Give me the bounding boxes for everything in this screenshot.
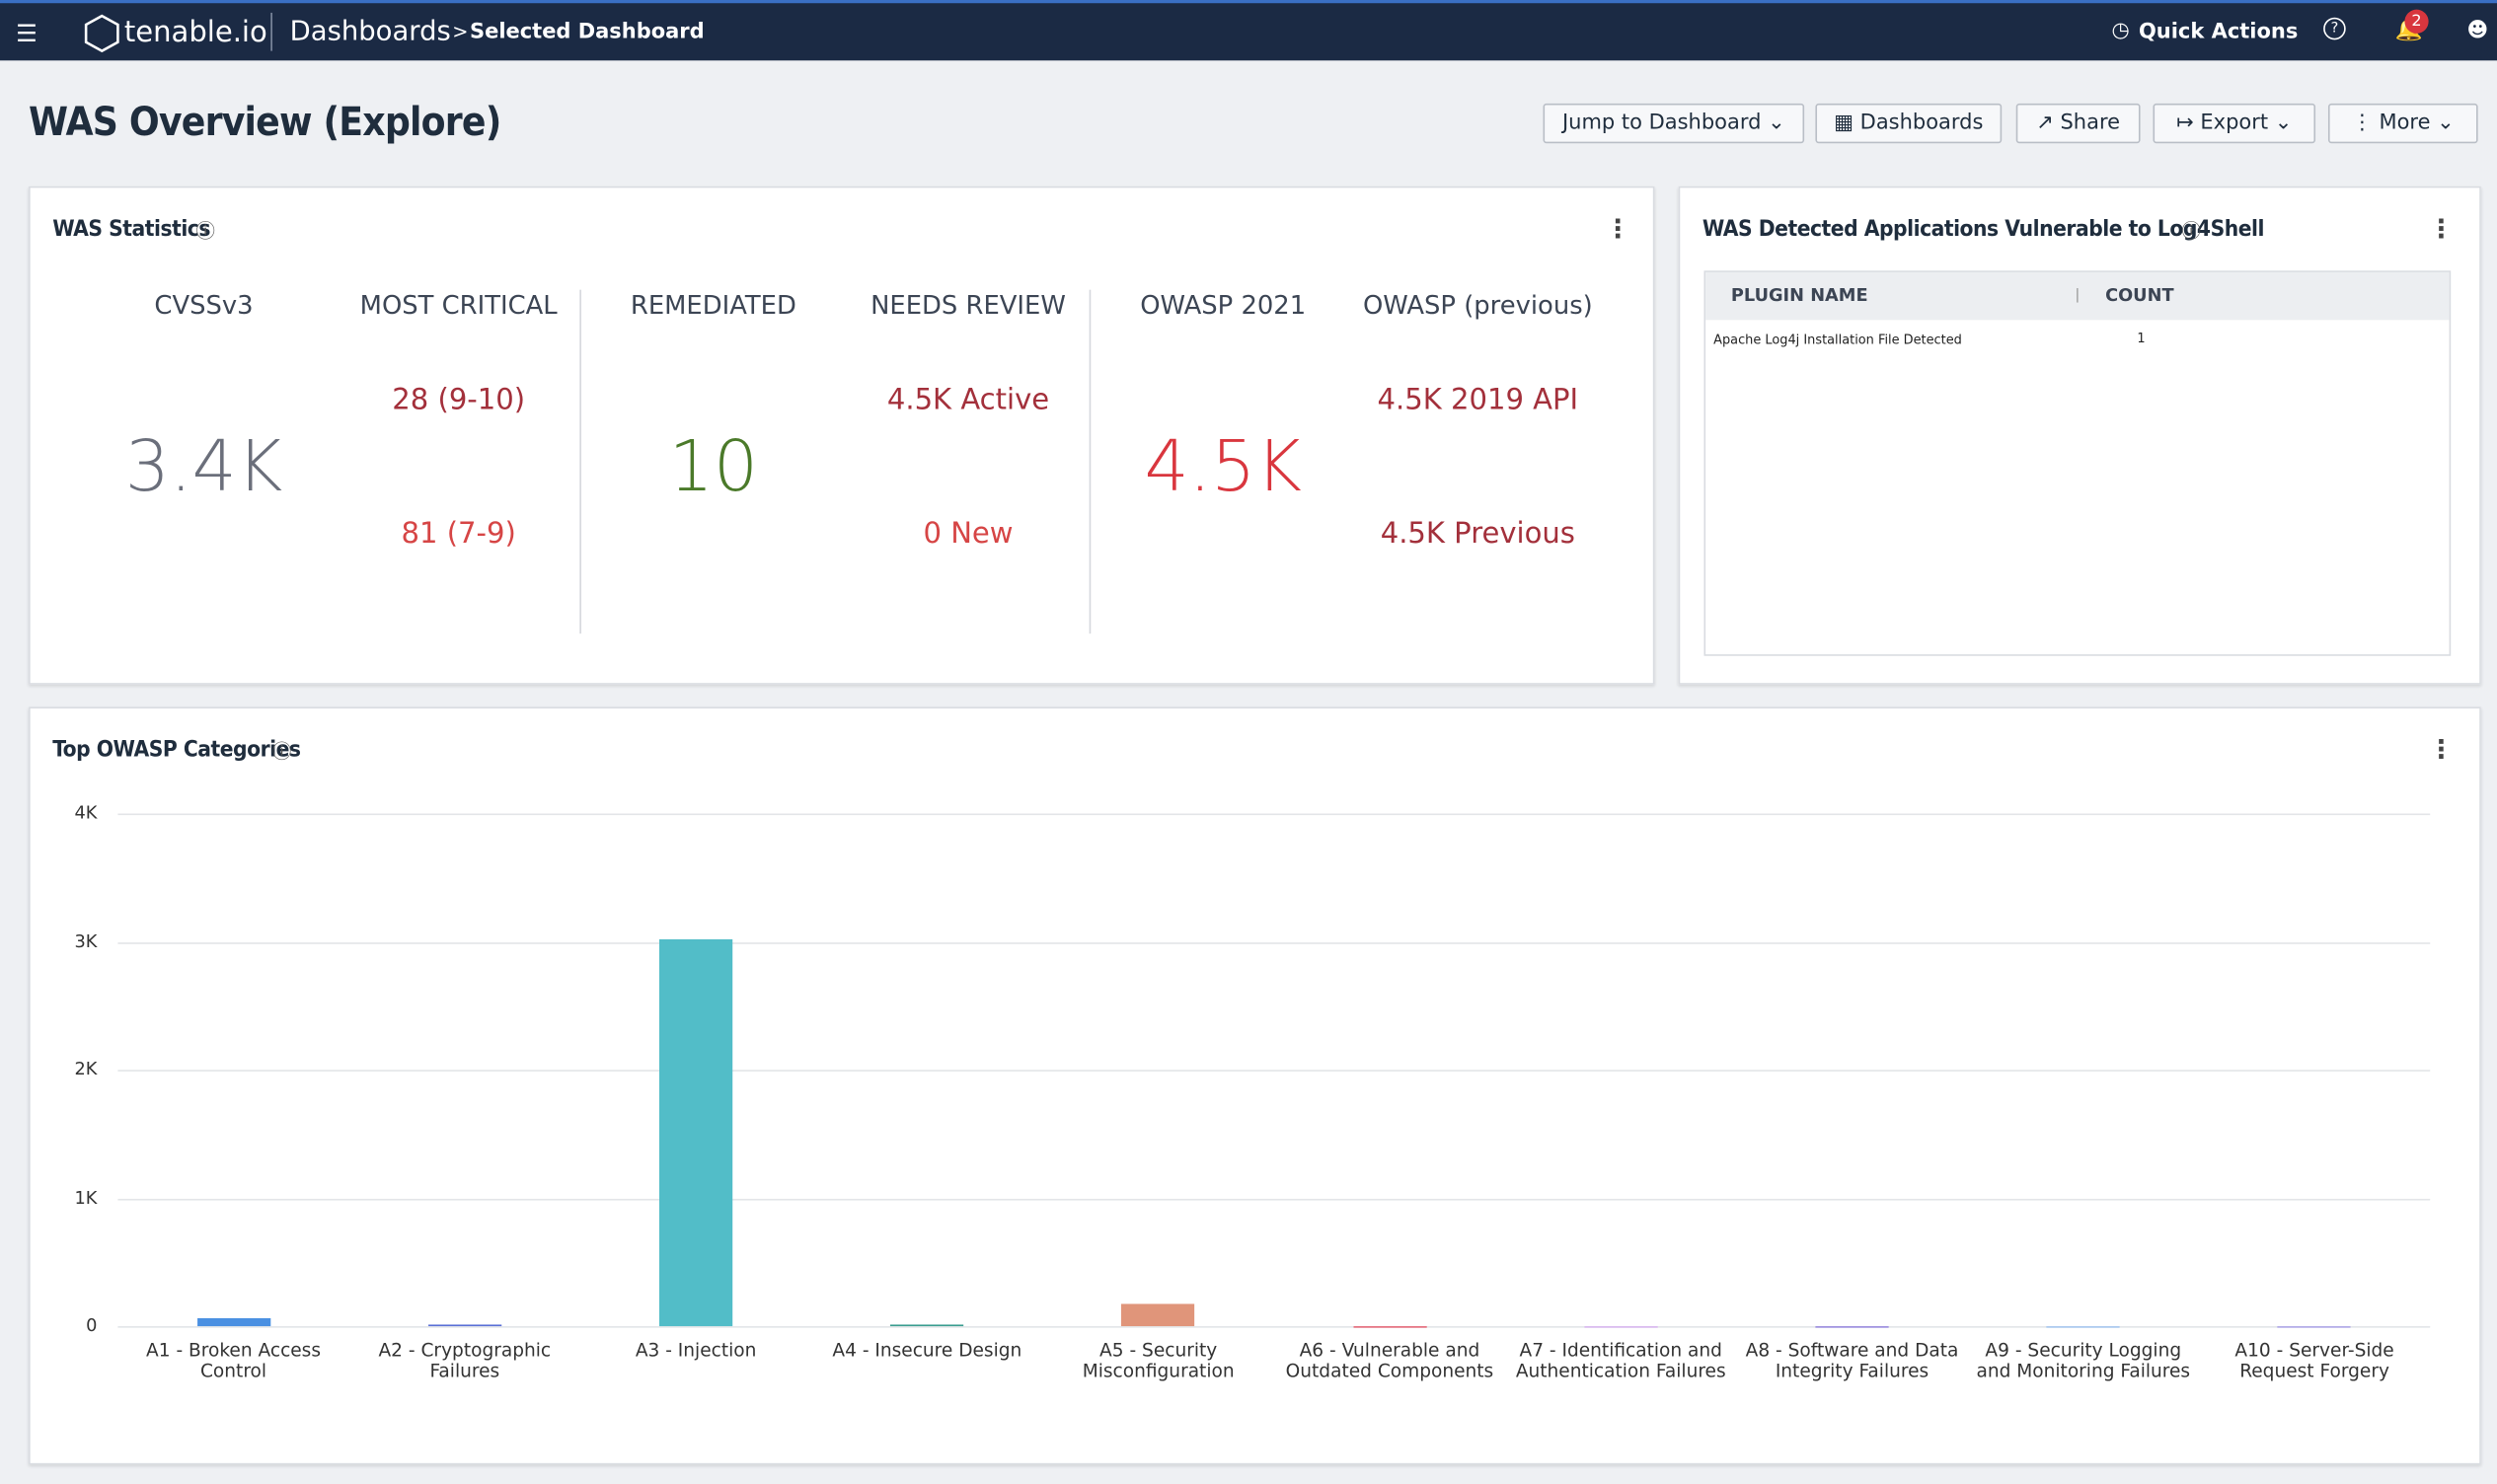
stat-value[interactable]: 3.4K (124, 426, 283, 508)
logo[interactable]: tenable.io (123, 16, 267, 50)
jump-button[interactable]: Jump to Dashboard ⌄ (1543, 103, 1805, 144)
quick-actions-icon: ◷ (2111, 19, 2130, 43)
y-tick-label: 3K (74, 930, 98, 952)
y-tick-label: 0 (86, 1314, 98, 1336)
x-tick-label: A5 - Security Misconfiguration (1082, 1338, 1235, 1382)
quick-actions[interactable]: Quick Actions (2138, 20, 2299, 45)
grid-line (117, 813, 2431, 816)
card-menu[interactable]: ⋮ (2428, 733, 2455, 765)
info-icon[interactable]: ⓘ (195, 219, 215, 243)
button-label: Jump to Dashboard (1561, 111, 1762, 136)
logo-icon (84, 14, 119, 53)
stat-label: OWASP 2021 (1140, 289, 1307, 321)
more-button[interactable]: ⋮ More ⌄ (2327, 103, 2478, 144)
bar[interactable] (1121, 1303, 1195, 1327)
info-icon[interactable]: ⓘ (271, 740, 292, 763)
bar[interactable] (890, 1324, 964, 1327)
stat-value[interactable]: 10 (668, 426, 759, 508)
help-icon[interactable]: ? (2323, 17, 2346, 40)
stats-card (29, 186, 1655, 685)
stat-line[interactable]: 4.5K Previous (1380, 517, 1575, 552)
table-cell[interactable]: 1 (2137, 331, 2146, 346)
card-title: WAS Detected Applications Vulnerable to … (1702, 216, 2265, 243)
page-title: WAS Overview (Explore) (29, 99, 501, 145)
bar[interactable] (2277, 1325, 2352, 1328)
y-tick-label: 2K (74, 1058, 98, 1079)
button-label: Export (2200, 111, 2269, 136)
table-cell[interactable]: Apache Log4j Installation File Detected (1713, 333, 1962, 347)
x-tick-label: A1 - Broken Access Control (146, 1338, 322, 1382)
stat-line[interactable]: 4.5K Active (886, 383, 1050, 417)
grid-line (117, 1070, 2431, 1072)
menu-icon[interactable]: ☰ (16, 19, 38, 48)
button-label: Dashboards (1859, 111, 1984, 136)
bar[interactable] (1815, 1325, 1889, 1328)
button-label: Share (2060, 111, 2121, 136)
stat-value[interactable]: 4.5K (1144, 426, 1302, 508)
x-tick-label: A7 - Identification and Authentication F… (1515, 1338, 1726, 1382)
top-bar: ☰ tenable.io Dashboards > Selected Dashb… (0, 0, 2497, 61)
column-divider (2077, 288, 2079, 303)
chart-card (29, 706, 2481, 1465)
breadcrumb-page: Selected Dashboard (469, 20, 705, 45)
bar[interactable] (658, 938, 733, 1327)
x-tick-label: A2 - Cryptographic Failures (378, 1338, 552, 1382)
x-tick-label: A6 - Vulnerable and Outdated Components (1285, 1338, 1494, 1382)
bar[interactable] (1352, 1325, 1427, 1328)
stat-label: CVSSv3 (154, 289, 254, 321)
bar[interactable] (427, 1324, 501, 1327)
stat-line[interactable]: 0 New (923, 517, 1014, 552)
divider (579, 289, 581, 634)
breadcrumb-separator: > (452, 20, 469, 43)
x-tick-label: A10 - Server-Side Request Forgery (2234, 1338, 2394, 1382)
card-title: WAS Statistics (52, 216, 210, 243)
x-tick-label: A9 - Security Logging and Monitoring Fai… (1976, 1338, 2191, 1382)
table (1703, 270, 2452, 656)
stat-label: NEEDS REVIEW (870, 289, 1066, 321)
breadcrumb-section[interactable]: Dashboards (289, 16, 451, 48)
column-header[interactable]: PLUGIN NAME (1730, 284, 1868, 306)
y-tick-label: 4K (74, 802, 98, 824)
x-tick-label: A8 - Software and Data Integrity Failure… (1745, 1338, 1959, 1382)
column-header[interactable]: COUNT (2105, 284, 2174, 306)
grid-line (117, 1326, 2431, 1328)
export-button[interactable]: ↦ Export ⌄ (2153, 103, 2316, 144)
user-icon[interactable]: ☻ (2466, 19, 2489, 43)
notification-badge: 2 (2404, 9, 2429, 34)
stat-label: MOST CRITICAL (359, 289, 558, 321)
y-tick-label: 1K (74, 1186, 98, 1208)
button-label: More (2379, 111, 2431, 136)
stat-label: OWASP (previous) (1362, 289, 1593, 321)
info-icon[interactable]: ⓘ (2181, 219, 2201, 243)
divider (1089, 289, 1092, 634)
x-tick-label: A3 - Injection (635, 1338, 757, 1362)
dashboards-button[interactable]: ▦ Dashboards (1815, 103, 2003, 144)
stat-line[interactable]: 81 (7-9) (401, 517, 516, 552)
grid-line (117, 1198, 2431, 1200)
stat-line[interactable]: 28 (9-10) (392, 383, 526, 417)
share-button[interactable]: ↗ Share (2015, 103, 2141, 144)
x-tick-label: A4 - Insecure Design (832, 1338, 1022, 1362)
card-menu[interactable]: ⋮ (1605, 213, 1631, 244)
stat-label: REMEDIATED (630, 289, 796, 321)
bar[interactable] (196, 1318, 270, 1327)
bar[interactable] (2046, 1325, 2120, 1328)
card-menu[interactable]: ⋮ (2428, 213, 2455, 244)
bar[interactable] (1584, 1325, 1658, 1328)
card-title: Top OWASP Categories (52, 737, 301, 763)
grid-line (117, 941, 2431, 944)
divider (270, 12, 272, 51)
log4shell-card (1678, 186, 2481, 685)
stat-line[interactable]: 4.5K 2019 API (1377, 383, 1579, 417)
